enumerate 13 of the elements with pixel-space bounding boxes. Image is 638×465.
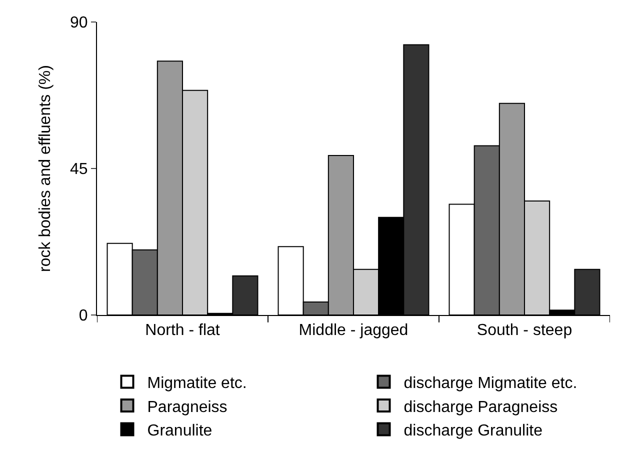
y-tick-label: 45: [70, 161, 88, 178]
y-tick-label: 0: [78, 308, 88, 325]
legend-label: discharge Granulite: [404, 422, 543, 440]
y-axis-title: rock bodies and effluents (%): [36, 65, 54, 272]
y-tick-label: 90: [70, 14, 88, 32]
legend-label: Migmatite etc.: [147, 374, 247, 392]
legend-label: Granulite: [147, 422, 212, 440]
legend-label: discharge Migmatite etc.: [404, 374, 578, 392]
x-tick-label: Middle - jagged: [298, 322, 408, 340]
x-tick-label: North - flat: [145, 322, 220, 340]
legend-label: Paragneiss: [147, 398, 228, 416]
legend-label: discharge Paragneiss: [404, 398, 558, 416]
x-tick-label: South - steep: [476, 322, 572, 340]
